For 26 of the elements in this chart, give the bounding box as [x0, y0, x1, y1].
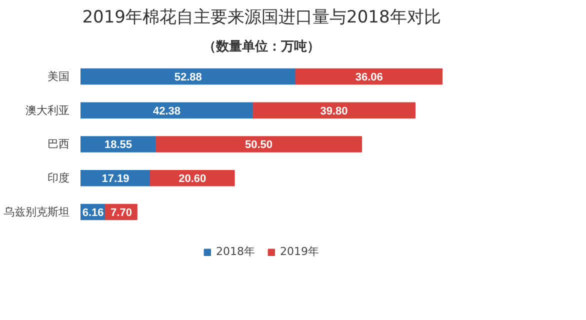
data-label: 50.50 [245, 139, 273, 152]
y-tick-label: 澳大利亚 [26, 104, 70, 117]
bar [295, 68, 442, 85]
bar [150, 170, 235, 186]
bar [156, 136, 362, 152]
data-label: 42.38 [152, 105, 181, 118]
y-tick-label: 巴西 [48, 138, 70, 151]
data-label: 36.06 [355, 71, 383, 84]
y-tick-label: 美国 [48, 70, 70, 83]
bar [80, 68, 296, 85]
chart-subtitle: （数量单位：万吨） [203, 38, 320, 54]
data-label: 7.70 [110, 207, 132, 220]
bar [80, 102, 254, 118]
data-label: 6.16 [82, 207, 104, 220]
y-tick-label: 乌兹别克斯坦 [4, 206, 70, 219]
legend-label: 2019年 [280, 244, 319, 259]
y-tick-label: 印度 [48, 172, 70, 185]
data-label: 52.88 [174, 71, 202, 84]
legend-label: 2018年 [216, 244, 255, 259]
bar [252, 102, 416, 118]
data-label: 39.80 [320, 105, 348, 118]
bar [80, 170, 151, 186]
data-label: 17.19 [102, 173, 130, 186]
data-label: 20.60 [178, 173, 206, 186]
data-label: 18.55 [104, 139, 132, 152]
chart-title: 2019年棉花自主要来源国进口量与2018年对比 [82, 8, 441, 28]
